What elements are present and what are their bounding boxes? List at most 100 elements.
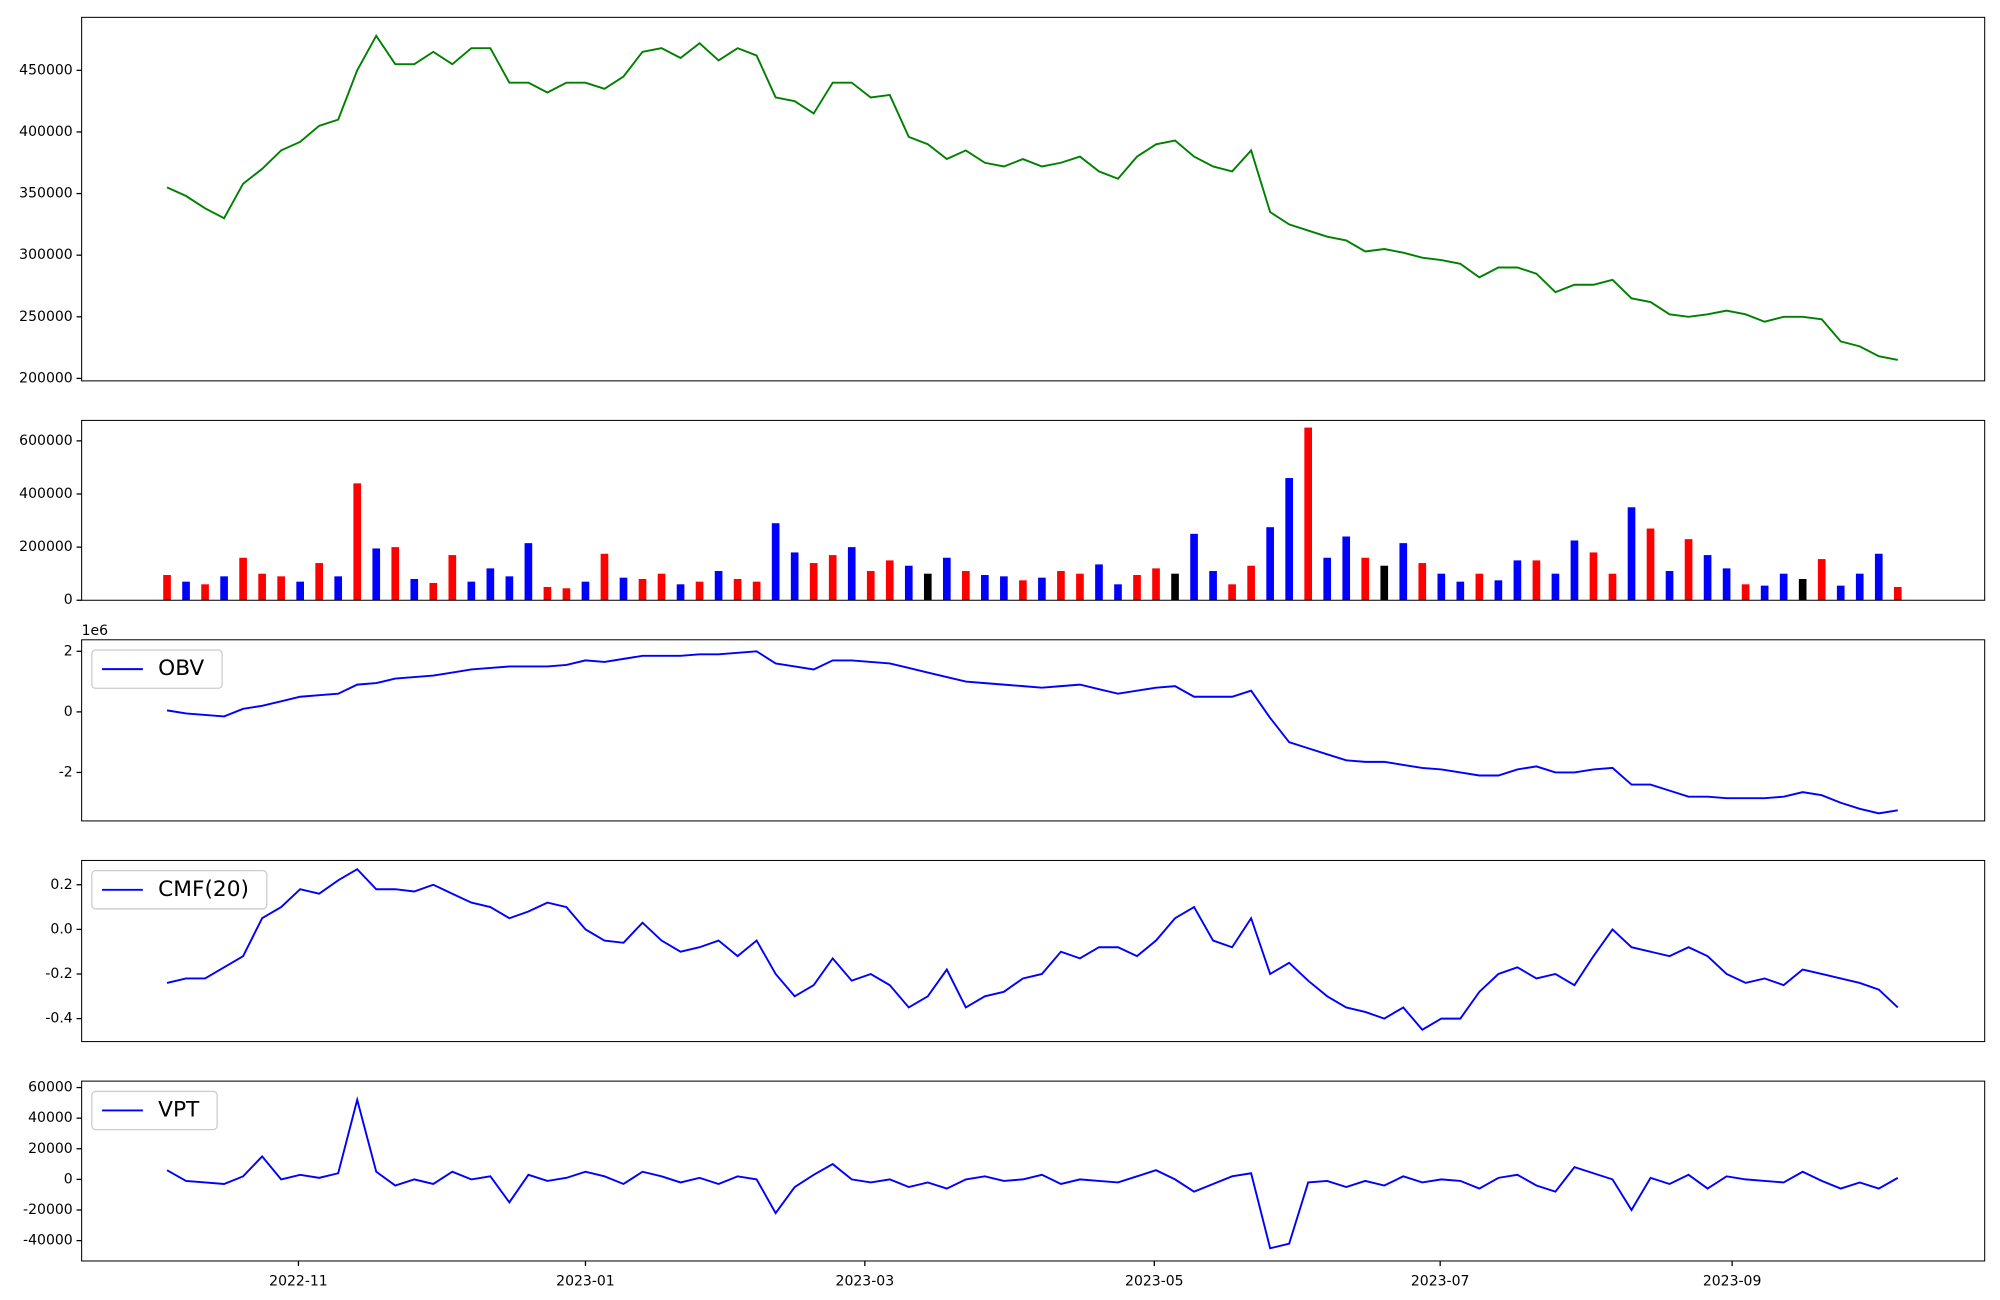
y-tick-label: 400000 xyxy=(19,124,73,140)
bar xyxy=(1779,573,1788,601)
x-tick-label: 2023-05 xyxy=(1125,1273,1184,1289)
bar xyxy=(1513,560,1522,601)
y-tick-label: 600000 xyxy=(19,433,73,449)
bar xyxy=(505,576,514,601)
bar xyxy=(1209,571,1217,601)
x-tick-label: 2022-11 xyxy=(269,1273,328,1289)
legend-label: OBV xyxy=(158,656,204,681)
y-tick-label: -0.4 xyxy=(45,1011,72,1027)
bar xyxy=(524,543,533,601)
bar xyxy=(714,571,723,601)
bar xyxy=(334,576,343,601)
y-tick-label: 0.2 xyxy=(50,877,72,893)
bar xyxy=(1076,573,1084,601)
bar xyxy=(391,547,400,601)
bar xyxy=(942,557,951,601)
y-tick-label: 20000 xyxy=(28,1141,73,1157)
bar xyxy=(372,548,381,601)
axes-frame xyxy=(81,859,1986,1043)
bar xyxy=(1532,560,1541,601)
bar xyxy=(1703,555,1712,601)
bar xyxy=(1817,559,1826,601)
bar xyxy=(1228,584,1236,601)
x-tick-label: 2023-03 xyxy=(836,1273,895,1289)
bar xyxy=(296,581,304,601)
y-tick-label: 2 xyxy=(64,643,73,659)
bar xyxy=(486,568,495,601)
bar xyxy=(1570,540,1579,601)
x-tick-label: 2023-07 xyxy=(1411,1273,1470,1289)
axes-frame xyxy=(81,1080,1986,1262)
line-series xyxy=(166,867,1899,1031)
bar xyxy=(1646,528,1655,601)
bar xyxy=(1057,571,1065,601)
bar xyxy=(1266,527,1274,601)
bar xyxy=(581,581,590,601)
bar xyxy=(410,579,419,601)
bar xyxy=(1798,579,1807,601)
bar xyxy=(258,573,266,601)
bar xyxy=(1760,585,1769,601)
bar xyxy=(467,581,476,601)
bar xyxy=(828,555,837,601)
bar xyxy=(1247,565,1255,601)
y-tick-label: 400000 xyxy=(19,486,73,502)
x-tick-label: 2023-01 xyxy=(556,1273,615,1289)
legend-box xyxy=(91,1090,218,1131)
y-tick-label: 0 xyxy=(64,1171,73,1187)
y-tick-label: -2 xyxy=(59,764,73,780)
bar xyxy=(1285,478,1293,601)
bar xyxy=(239,557,247,601)
y-tick-label: 0 xyxy=(64,592,73,608)
bar xyxy=(1494,580,1503,601)
bar xyxy=(182,581,190,601)
y-tick-label: 200000 xyxy=(19,539,73,555)
bar xyxy=(1855,573,1864,601)
axes-frame xyxy=(81,16,1986,382)
bar xyxy=(163,575,171,601)
bar xyxy=(1665,571,1674,601)
y-tick-label: 450000 xyxy=(19,62,73,78)
bar xyxy=(1874,553,1883,601)
legend-label: CMF(20) xyxy=(158,877,249,902)
bar xyxy=(1361,557,1370,601)
bar xyxy=(962,571,970,601)
y-tick-label: -0.2 xyxy=(45,966,72,982)
bar xyxy=(1418,563,1427,601)
bar xyxy=(904,565,913,601)
bar xyxy=(277,576,285,601)
bar xyxy=(638,579,647,601)
y-tick-label: 350000 xyxy=(19,186,73,202)
y-tick-label: 300000 xyxy=(19,247,73,263)
y-tick-label: 0 xyxy=(64,704,73,720)
bar xyxy=(1684,539,1693,601)
bar xyxy=(676,584,685,601)
y-tick-label: 40000 xyxy=(28,1110,73,1126)
bar xyxy=(600,553,609,601)
bar xyxy=(1722,568,1731,601)
bar xyxy=(1475,573,1484,601)
bar xyxy=(543,586,552,601)
bar xyxy=(1399,543,1408,601)
y-tick-label: 250000 xyxy=(19,309,73,325)
bar xyxy=(790,552,799,601)
bar xyxy=(752,581,761,601)
bar xyxy=(448,555,457,601)
y-tick-label: 200000 xyxy=(19,370,73,386)
legend-box xyxy=(91,649,223,689)
legend-box xyxy=(91,870,268,910)
bar xyxy=(923,573,932,601)
bar xyxy=(1190,533,1198,601)
bar xyxy=(1019,580,1027,601)
x-tick-label: 2023-09 xyxy=(1703,1273,1762,1289)
bar xyxy=(353,483,362,601)
y-tick-label: -20000 xyxy=(23,1202,73,1218)
bar xyxy=(885,560,894,601)
axes-frame xyxy=(81,419,1986,601)
bar xyxy=(619,577,628,601)
bar xyxy=(201,584,209,601)
bar xyxy=(1741,584,1750,601)
y-tick-label: 60000 xyxy=(28,1080,73,1096)
bar xyxy=(1152,568,1160,601)
